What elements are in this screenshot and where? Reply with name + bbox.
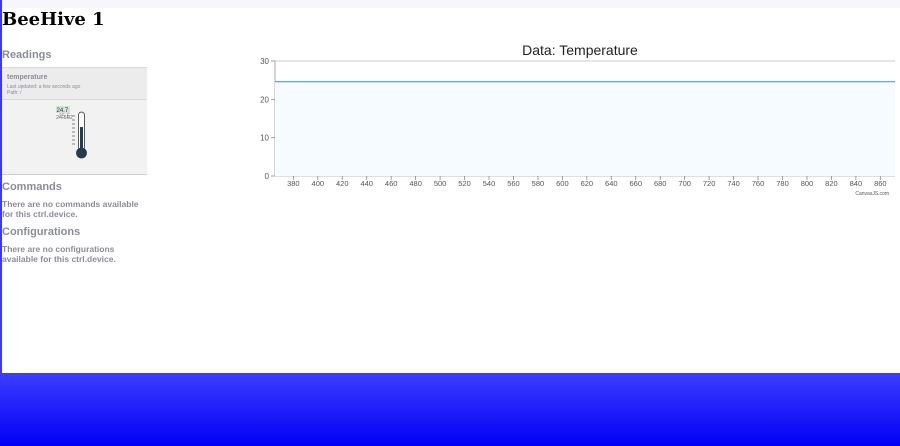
x-tick-label: 500 bbox=[434, 179, 447, 188]
x-tick-label: 540 bbox=[483, 179, 496, 188]
x-tick-label: 380 bbox=[287, 179, 300, 188]
thermometer-bulb bbox=[76, 147, 87, 159]
chart-series bbox=[275, 81, 895, 176]
thermometer-sub-label: 24.562 bbox=[56, 115, 73, 121]
x-tick-label: 700 bbox=[678, 179, 691, 188]
chart-axes: 0 10 20 30 380 400 420 440 460 480 500 520 540 560 580… bbox=[260, 57, 886, 188]
reading-card-header[interactable]: temperature Last updated: a few seconds … bbox=[2, 68, 147, 100]
x-tick-label: 860 bbox=[874, 179, 887, 188]
x-tick-label: 820 bbox=[825, 179, 838, 188]
x-tick-label: 580 bbox=[532, 179, 545, 188]
reading-name: temperature bbox=[7, 74, 48, 81]
x-tick-label: 840 bbox=[850, 179, 863, 188]
x-tick-label: 780 bbox=[776, 179, 789, 188]
x-tick-label: 460 bbox=[385, 179, 398, 188]
x-tick-label: 760 bbox=[752, 179, 765, 188]
x-tick-label: 600 bbox=[556, 179, 569, 188]
x-tick-label: 680 bbox=[654, 179, 667, 188]
y-tick-label: 20 bbox=[260, 95, 269, 104]
thermometer-max-label: 25.5 bbox=[58, 114, 70, 120]
commands-heading: Commands bbox=[2, 181, 62, 193]
x-tick-label: 800 bbox=[801, 179, 814, 188]
bottom-band bbox=[0, 373, 900, 446]
y-tick-label: 0 bbox=[265, 172, 270, 181]
x-tick-label: 480 bbox=[409, 179, 422, 188]
x-tick-label: 740 bbox=[727, 179, 740, 188]
y-tick-label: 30 bbox=[260, 57, 269, 66]
reading-last-updated: Last updated: a few seconds ago bbox=[7, 84, 81, 90]
x-tick-label: 420 bbox=[336, 179, 349, 188]
x-tick-label: 620 bbox=[581, 179, 594, 188]
x-tick-label: 560 bbox=[507, 179, 520, 188]
x-tick-label: 660 bbox=[629, 179, 642, 188]
top-strip bbox=[0, 0, 900, 8]
thermometer-gauge: 25.5 24.7 24.562 bbox=[56, 106, 87, 159]
thermometer-fill bbox=[80, 127, 83, 150]
reading-card-temperature[interactable]: temperature Last updated: a few seconds … bbox=[2, 67, 147, 175]
chart-title: Data: Temperature bbox=[522, 42, 638, 58]
page-title: BeeHive 1 bbox=[2, 9, 105, 30]
x-tick-label: 440 bbox=[360, 179, 373, 188]
temperature-chart: Data: Temperature 0 10 20 30 380 400 420 440 460… bbox=[260, 42, 895, 197]
series-area-0 bbox=[275, 81, 895, 176]
readings-heading: Readings bbox=[2, 49, 52, 61]
y-tick-label: 10 bbox=[260, 134, 269, 143]
reading-path: Path: / bbox=[7, 90, 22, 96]
x-tick-label: 400 bbox=[312, 179, 325, 188]
thermometer-value-bg bbox=[56, 106, 70, 113]
x-tick-label: 720 bbox=[703, 179, 716, 188]
left-border bbox=[0, 0, 2, 373]
x-tick-label: 520 bbox=[458, 179, 471, 188]
thermometer-value-label: 24.7 bbox=[57, 108, 69, 114]
configurations-heading: Configurations bbox=[2, 226, 81, 238]
configurations-empty-message: There are no configurations available fo… bbox=[2, 244, 116, 264]
x-tick-label: 640 bbox=[605, 179, 618, 188]
thermometer-scale bbox=[72, 115, 75, 145]
chart-credit[interactable]: CanvasJS.com bbox=[855, 191, 889, 197]
commands-empty-message: There are no commands available for this… bbox=[2, 199, 139, 219]
